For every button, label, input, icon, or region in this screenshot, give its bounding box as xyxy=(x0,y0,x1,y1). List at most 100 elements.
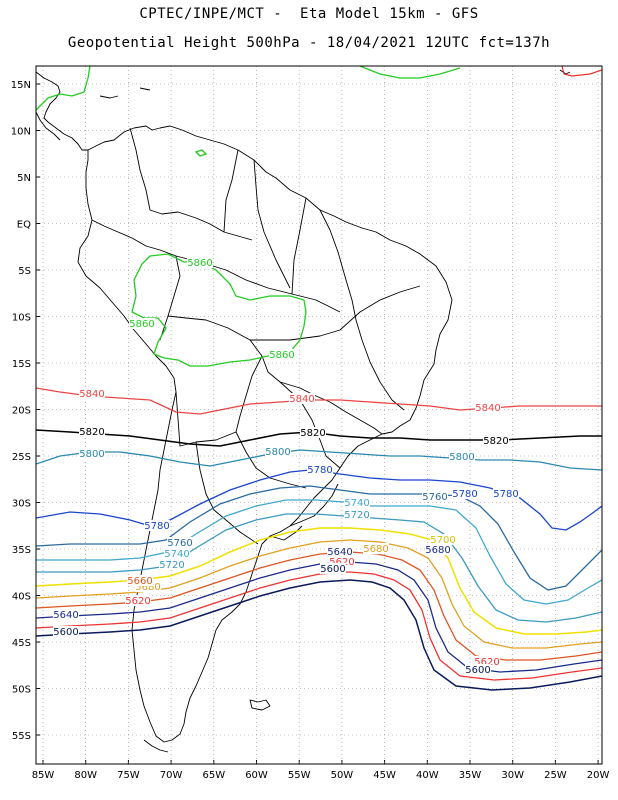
longitude-label: 65W xyxy=(202,770,225,781)
contour-label-bg xyxy=(344,509,370,520)
contour-label-bg xyxy=(79,388,105,399)
contour-label-bg xyxy=(265,446,291,457)
contour-5640 xyxy=(36,561,602,673)
contour-label-bg xyxy=(129,318,155,329)
latitude-label: 5N xyxy=(17,173,31,184)
contour-label-bg xyxy=(465,664,491,675)
latitude-label: 15S xyxy=(12,359,31,370)
map-subtitle: Geopotential Height 500hPa - 18/04/2021 … xyxy=(67,35,551,51)
contour-label-bg xyxy=(135,581,161,592)
contour-label-bg xyxy=(300,427,326,438)
contour-label-5800: 5800 xyxy=(265,447,290,458)
contour-label-bg xyxy=(79,448,105,459)
longitude-tick-labels: 85W 80W 75W 70W 65W 60W 55W 50W 45W 40W 35W 30W 25W 2… xyxy=(32,760,610,781)
contour-label-bg xyxy=(53,609,79,620)
contour-label-bg xyxy=(449,451,475,462)
contour-5840 xyxy=(36,387,602,415)
contour-label-bg xyxy=(363,543,389,554)
contour-label-bg xyxy=(269,349,295,360)
contour-label-5720: 5720 xyxy=(159,560,184,571)
contour-5700 xyxy=(36,527,602,635)
contour-label-5760: 5760 xyxy=(167,538,192,549)
contour-label-5840: 5840 xyxy=(79,389,104,400)
contour-label-5680: 5680 xyxy=(363,544,388,555)
contour-label-5760: 5760 xyxy=(422,492,447,503)
longitude-label: 50W xyxy=(331,770,354,781)
contour-label-bg xyxy=(475,402,501,413)
contour-label-bg xyxy=(289,393,315,404)
contour-label-5800: 5800 xyxy=(449,452,474,463)
contour-5740 xyxy=(36,499,602,605)
gridlines xyxy=(36,66,602,764)
latitude-label: 55S xyxy=(12,731,31,742)
latitude-label: 30S xyxy=(12,499,31,510)
contour-label-5600: 5600 xyxy=(320,564,345,575)
contour-5860 xyxy=(36,66,461,367)
contour-label-bg xyxy=(53,626,79,637)
contour-label-bg xyxy=(144,520,170,531)
latitude-label: EQ xyxy=(17,220,31,231)
contour-labels: 5860 5860 5860 5840 5840 5840 5820 5820 5820 5800… xyxy=(53,257,519,676)
contour-label-bg xyxy=(167,537,193,548)
longitude-label: 85W xyxy=(32,770,55,781)
contour-label-5860: 5860 xyxy=(269,350,294,361)
contour-5720 xyxy=(36,513,602,623)
latitude-label: 10S xyxy=(12,313,31,324)
contour-label-5620: 5620 xyxy=(125,596,150,607)
longitude-label: 55W xyxy=(288,770,311,781)
plot-frame xyxy=(35,65,603,765)
contour-label-5840: 5840 xyxy=(289,394,314,405)
contour-label-bg xyxy=(127,575,153,586)
contour-label-bg xyxy=(307,464,333,475)
latitude-label: 50S xyxy=(12,685,31,696)
latitude-tick-labels: 15N 10N 5N EQ 5S 10S 15S 20S 25S 30S 35S 40S 45S 50S 5… xyxy=(11,80,40,742)
contour-label-5680: 5680 xyxy=(425,545,450,556)
longitude-label: 60W xyxy=(245,770,268,781)
latitude-label: 15N xyxy=(11,80,31,91)
contour-label-5780: 5780 xyxy=(307,465,332,476)
latitude-label: 20S xyxy=(12,406,31,417)
contour-label-5640: 5640 xyxy=(53,610,78,621)
latitude-label: 5S xyxy=(18,266,31,277)
contour-label-5780: 5780 xyxy=(452,489,477,500)
contour-label-bg xyxy=(452,488,478,499)
contour-label-5680: 5680 xyxy=(135,582,160,593)
contour-label-bg xyxy=(159,559,185,570)
contour-5800 xyxy=(36,449,602,471)
latitude-label: 40S xyxy=(12,592,31,603)
contour-label-5600: 5600 xyxy=(465,665,490,676)
longitude-label: 35W xyxy=(459,770,482,781)
longitude-label: 80W xyxy=(74,770,97,781)
longitude-label: 40W xyxy=(416,770,439,781)
contour-label-5800: 5800 xyxy=(79,449,104,460)
contour-label-5840: 5840 xyxy=(475,403,500,414)
contour-label-bg xyxy=(474,656,500,667)
contour-label-bg xyxy=(430,534,456,545)
contour-label-bg xyxy=(187,257,213,268)
map-title: CPTEC/INPE/MCT - Eta Model 15km - GFS xyxy=(139,6,479,22)
contour-5600 xyxy=(36,579,602,691)
latitude-label: 35S xyxy=(12,545,31,556)
contour-label-5860: 5860 xyxy=(187,258,212,269)
contour-label-bg xyxy=(79,426,105,437)
contour-label-bg xyxy=(422,491,448,502)
contour-label-5780: 5780 xyxy=(493,489,518,500)
contour-label-bg xyxy=(493,488,519,499)
contour-label-bg xyxy=(164,548,190,559)
longitude-label: 45W xyxy=(373,770,396,781)
contour-label-bg xyxy=(483,435,509,446)
contour-label-bg xyxy=(125,595,151,606)
longitude-label: 20W xyxy=(587,770,610,781)
contour-label-5720: 5720 xyxy=(344,510,369,521)
contour-label-5820: 5820 xyxy=(483,436,508,447)
contour-label-5820: 5820 xyxy=(79,427,104,438)
contour-label-bg xyxy=(329,556,355,567)
longitude-label: 75W xyxy=(117,770,140,781)
contour-label-5660: 5660 xyxy=(127,576,152,587)
contour-label-5640: 5640 xyxy=(327,547,352,558)
contour-label-5860: 5860 xyxy=(129,319,154,330)
contour-label-5740: 5740 xyxy=(344,498,369,509)
contour-5620 xyxy=(36,571,602,681)
contour-5660 xyxy=(36,551,602,661)
